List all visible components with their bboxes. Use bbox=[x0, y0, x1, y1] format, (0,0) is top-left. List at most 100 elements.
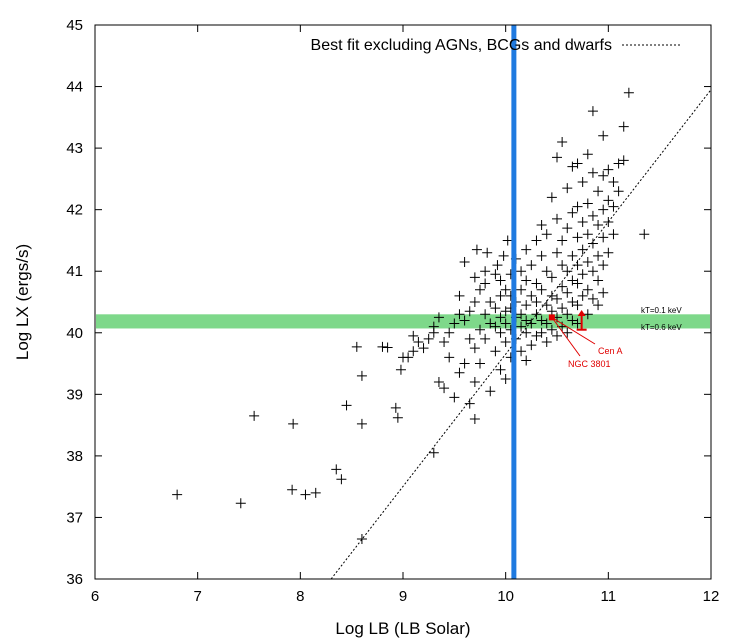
best-fit-line bbox=[330, 89, 712, 580]
data-point bbox=[546, 324, 557, 335]
data-point bbox=[526, 340, 537, 351]
data-point bbox=[577, 216, 588, 227]
x-tick-label: 7 bbox=[193, 588, 201, 605]
data-point bbox=[552, 293, 562, 304]
data-point bbox=[582, 149, 593, 160]
cen-a-label: Cen A bbox=[598, 346, 623, 356]
data-point bbox=[423, 333, 434, 344]
data-point bbox=[593, 300, 604, 311]
data-point bbox=[603, 216, 614, 227]
data-point bbox=[587, 293, 598, 304]
data-point bbox=[536, 220, 547, 231]
data-point bbox=[546, 192, 557, 203]
data-point bbox=[572, 278, 583, 289]
data-point bbox=[546, 272, 557, 283]
data-point bbox=[639, 229, 650, 240]
ticks-layer: 6 7 8 9 10 11 12 36 37 38 39 40 41 42 43 44 45 bbox=[66, 17, 719, 605]
data-point bbox=[469, 297, 480, 307]
data-point bbox=[433, 377, 444, 388]
data-point bbox=[608, 229, 619, 240]
data-point bbox=[603, 164, 614, 175]
data-point bbox=[521, 300, 532, 311]
data-point bbox=[336, 474, 347, 485]
data-point bbox=[572, 260, 583, 271]
data-point bbox=[495, 290, 506, 301]
data-point bbox=[428, 447, 439, 458]
data-point bbox=[516, 346, 527, 357]
data-point bbox=[541, 300, 552, 311]
data-point bbox=[498, 250, 509, 261]
data-point bbox=[557, 260, 568, 271]
data-point bbox=[377, 341, 388, 352]
data-point bbox=[567, 275, 578, 286]
data-point bbox=[526, 290, 537, 301]
data-point bbox=[567, 250, 578, 261]
data-point bbox=[593, 220, 604, 231]
data-point bbox=[598, 232, 609, 243]
y-tick-label: 44 bbox=[66, 79, 83, 96]
data-point bbox=[449, 318, 460, 329]
band-label-top: kT=0.1 keV bbox=[641, 306, 682, 315]
band-label-bottom: kT=0.6 keV bbox=[641, 323, 682, 332]
data-point bbox=[521, 244, 532, 255]
y-tick-label: 39 bbox=[66, 386, 83, 403]
data-point bbox=[577, 269, 588, 280]
data-point bbox=[490, 269, 501, 280]
data-point bbox=[408, 346, 419, 357]
data-point bbox=[557, 136, 568, 147]
data-point bbox=[392, 412, 403, 423]
annotation-layer: Cen A NGC 3801 kT=0.1 keV kT=0.6 keV bbox=[548, 306, 682, 369]
data-point bbox=[593, 275, 604, 286]
data-point bbox=[490, 303, 501, 314]
data-point bbox=[541, 337, 552, 348]
data-point bbox=[531, 297, 542, 307]
fit-layer bbox=[330, 89, 712, 580]
data-point bbox=[587, 266, 598, 277]
data-point bbox=[439, 337, 450, 348]
data-point bbox=[587, 238, 598, 249]
data-point bbox=[552, 213, 562, 224]
data-point bbox=[439, 383, 450, 394]
data-point bbox=[454, 309, 465, 320]
data-point bbox=[341, 400, 352, 411]
data-point bbox=[593, 186, 604, 197]
data-point bbox=[172, 489, 183, 500]
data-point bbox=[449, 392, 460, 403]
data-point bbox=[598, 130, 609, 141]
data-point bbox=[495, 275, 506, 286]
data-point bbox=[464, 333, 475, 344]
data-point bbox=[552, 247, 562, 258]
ngc-leader bbox=[551, 317, 581, 357]
data-point bbox=[531, 309, 542, 320]
data-point bbox=[502, 235, 513, 246]
data-point bbox=[300, 489, 311, 500]
data-point bbox=[459, 256, 470, 267]
data-point bbox=[618, 155, 629, 166]
data-point bbox=[593, 250, 604, 261]
x-axis-label: Log LB (LB Solar) bbox=[335, 619, 470, 638]
y-axis-label: Log LX (ergs/s) bbox=[13, 244, 32, 360]
data-point bbox=[536, 250, 547, 261]
data-point bbox=[403, 352, 414, 363]
data-point bbox=[351, 341, 362, 352]
data-point bbox=[613, 186, 624, 197]
data-point bbox=[480, 266, 491, 277]
data-point bbox=[356, 533, 367, 544]
data-point bbox=[310, 487, 321, 498]
data-point bbox=[464, 306, 475, 317]
data-point bbox=[521, 315, 532, 326]
y-tick-label: 45 bbox=[66, 17, 83, 34]
data-point bbox=[418, 343, 429, 354]
data-point bbox=[577, 244, 588, 255]
data-point bbox=[408, 330, 419, 341]
data-point bbox=[475, 358, 485, 369]
data-point bbox=[500, 306, 511, 317]
data-point bbox=[531, 278, 542, 289]
data-point bbox=[531, 330, 542, 341]
data-point bbox=[567, 207, 578, 218]
data-point bbox=[471, 244, 482, 255]
data-point bbox=[459, 315, 470, 326]
data-point bbox=[485, 318, 496, 329]
data-point bbox=[613, 158, 624, 169]
